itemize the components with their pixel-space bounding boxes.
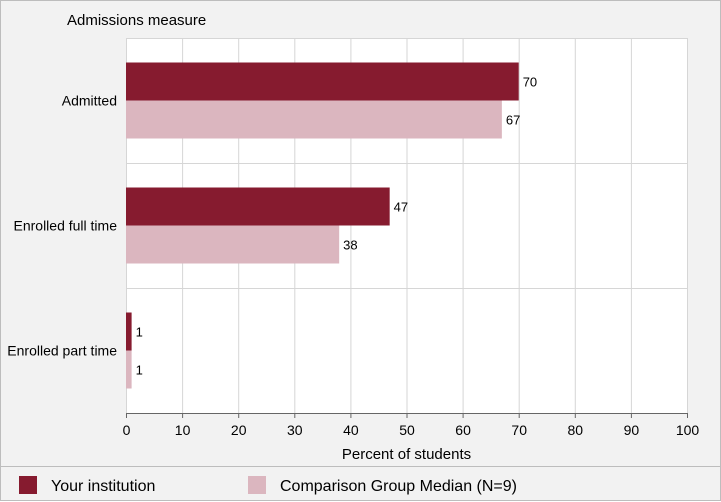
legend-label-your-institution: Your institution [51, 478, 155, 495]
value-label-1-2: 1 [136, 363, 143, 378]
x-axis-title: Percent of students [342, 446, 471, 463]
x-tick-label-20: 20 [231, 422, 247, 438]
x-tick-label-60: 60 [455, 422, 471, 438]
x-tick-label-70: 70 [511, 422, 527, 438]
bar-your-institution-1 [126, 187, 390, 226]
x-tick-label-90: 90 [624, 422, 640, 438]
bar-comparison-group-0 [126, 100, 502, 139]
x-tick-label-10: 10 [175, 422, 191, 438]
bar-layer [126, 62, 519, 389]
value-label-0-2: 1 [136, 325, 143, 340]
chart-title: Admissions measure [67, 12, 206, 29]
x-tick-label-0: 0 [123, 422, 131, 438]
x-tick-label-40: 40 [343, 422, 359, 438]
bar-your-institution-2 [126, 312, 132, 351]
value-label-1-1: 38 [343, 238, 357, 253]
x-tick-label-80: 80 [568, 422, 584, 438]
value-label-0-0: 70 [523, 75, 537, 90]
category-label-2: Enrolled part time [7, 343, 117, 359]
legend-swatch-comparison-group [248, 476, 266, 494]
x-tick-label-100: 100 [676, 422, 700, 438]
x-tick-label-50: 50 [399, 422, 415, 438]
bar-comparison-group-1 [126, 225, 340, 264]
x-tick-label-30: 30 [287, 422, 303, 438]
category-label-0: Admitted [62, 93, 117, 109]
bar-your-institution-0 [126, 62, 519, 101]
value-label-1-0: 67 [506, 113, 520, 128]
legend-label-comparison-group: Comparison Group Median (N=9) [280, 478, 517, 495]
category-label-1: Enrolled full time [14, 218, 118, 234]
legend-swatch-your-institution [19, 476, 37, 494]
label-layer: 0 10 20 30 40 50 60 70 80 90 100 Admitted 70 67 Enroll… [7, 75, 699, 439]
bar-comparison-group-2 [126, 350, 132, 389]
value-label-0-1: 47 [394, 200, 408, 215]
